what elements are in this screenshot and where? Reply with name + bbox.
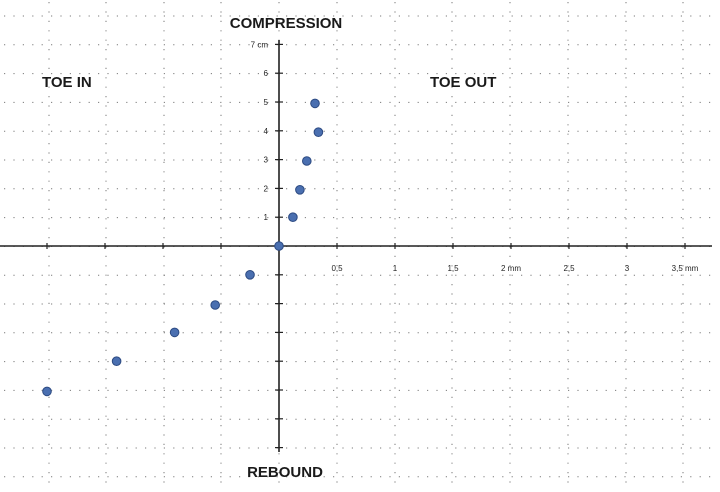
axes: [0, 40, 712, 452]
data-point: [274, 241, 284, 251]
compression-label: COMPRESSION: [230, 15, 343, 32]
x-tick-label: 3: [625, 264, 630, 273]
y-tick-label: 6: [264, 69, 269, 78]
x-tick-label: 1: [393, 264, 398, 273]
data-point: [313, 127, 324, 137]
data-point: [245, 270, 255, 280]
x-tick-label: 0,5: [331, 264, 343, 273]
data-point: [295, 185, 305, 195]
data-point: [210, 300, 220, 310]
y-tick-label: 7 cm: [251, 40, 269, 49]
rebound-label: REBOUND: [247, 464, 323, 481]
y-tick-label: 4: [264, 127, 269, 136]
y-tick-label: 1: [264, 213, 269, 222]
data-point: [169, 327, 180, 338]
x-tick-label: 2,5: [563, 264, 575, 273]
y-tick-label: 3: [264, 156, 269, 165]
x-tick-label: 1,5: [447, 264, 459, 273]
y-tick-label: 2: [264, 184, 269, 193]
x-tick-label: 2 mm: [501, 264, 521, 273]
data-point: [111, 356, 122, 367]
y-tick-label: 5: [264, 98, 269, 107]
data-point: [288, 212, 298, 222]
x-tick-label: 3,5 mm: [672, 264, 699, 273]
ticks: 0,5 1 1,5 2 mm 2,5 3 3,5 mm 1 2 3 4 5 6 7 cm: [46, 40, 699, 449]
data-point: [310, 98, 320, 109]
data-point: [302, 156, 312, 166]
toe-out-label: TOE OUT: [430, 74, 496, 91]
data-point: [42, 386, 52, 397]
data-points: [42, 98, 324, 397]
toe-in-label: TOE IN: [42, 74, 92, 91]
